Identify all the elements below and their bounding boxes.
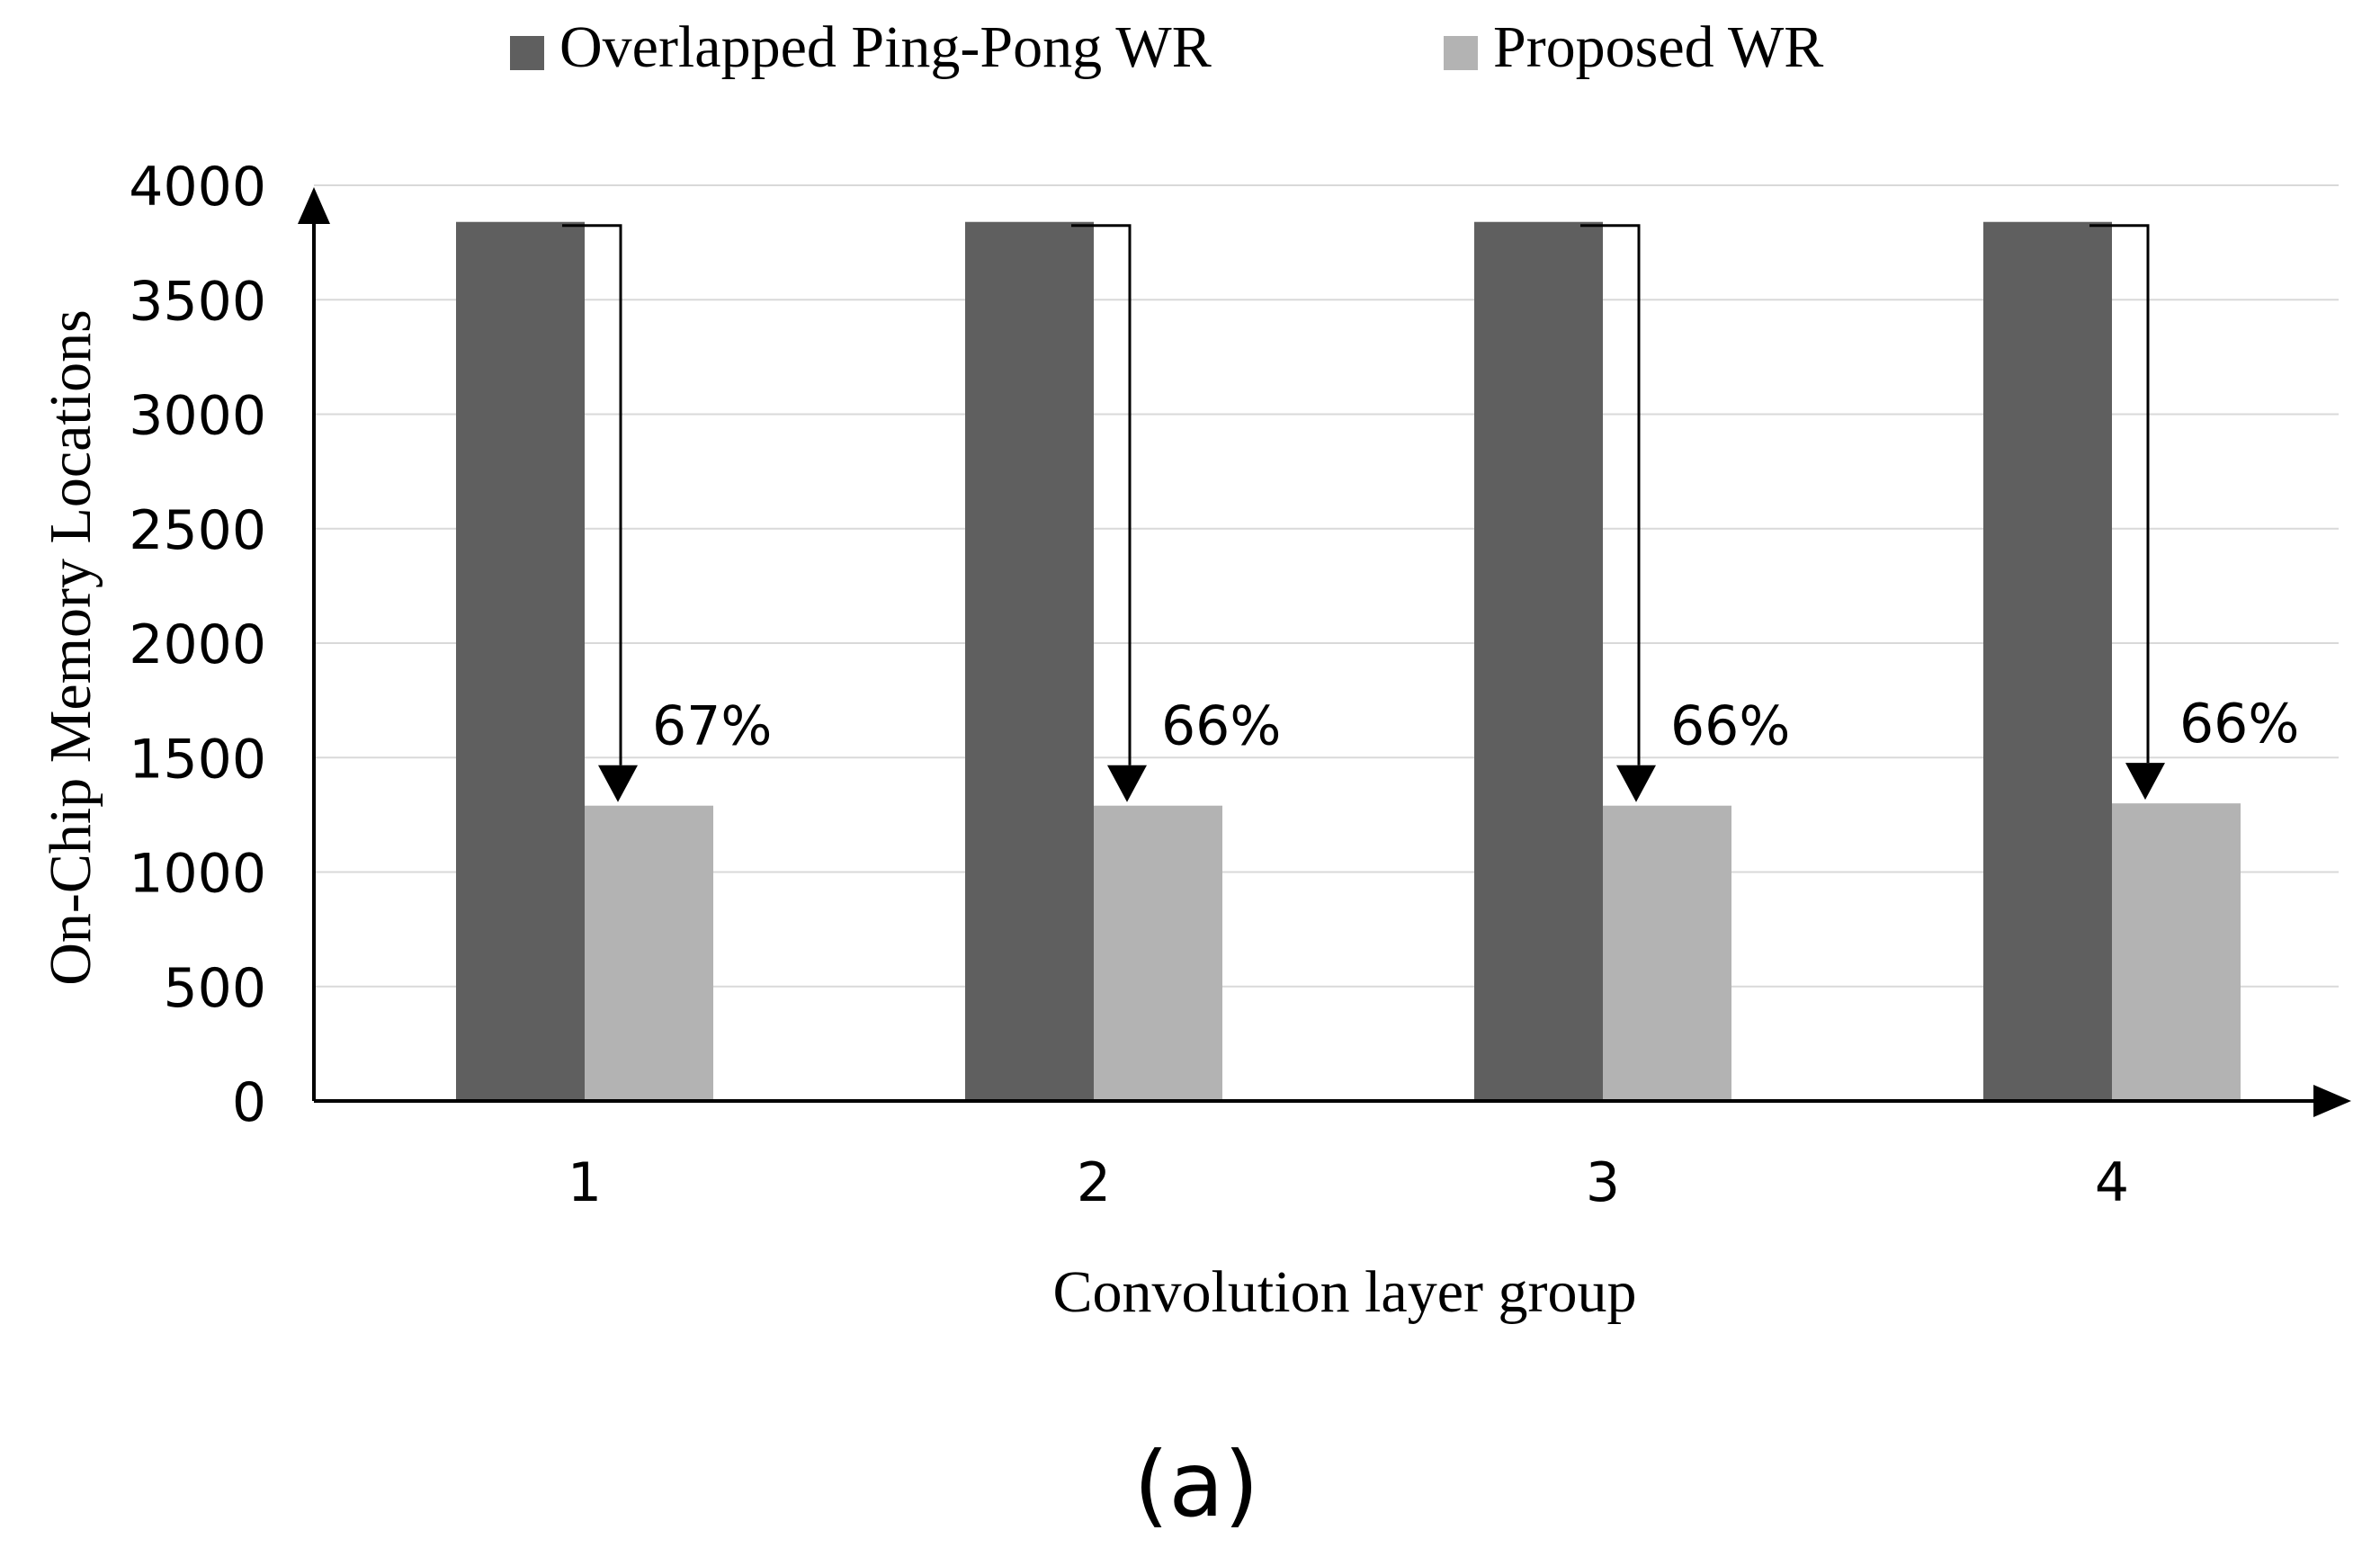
bar-series-2-group-3	[1603, 805, 1731, 1101]
x-axis-ticks: 1 2 3 4	[568, 1151, 2129, 1214]
legend-label-series-1: Overlapped Ping-Pong WR	[559, 14, 1212, 80]
legend-swatch-series-2	[1444, 36, 1478, 70]
y-tick-label: 3500	[129, 270, 266, 333]
legend-label-series-2: Proposed WR	[1493, 14, 1823, 80]
bars	[456, 221, 2241, 1102]
figure-caption: (a)	[1133, 1432, 1258, 1537]
x-tick-label: 2	[1077, 1151, 1111, 1214]
y-tick-label: 1500	[129, 728, 266, 791]
x-axis-arrow	[2313, 1085, 2351, 1117]
reduction-arrow-line	[1071, 224, 1132, 765]
percent-annotation: 66%	[1161, 695, 1281, 758]
y-axis-arrow	[298, 187, 330, 224]
legend-swatch-series-1	[510, 36, 544, 70]
axes	[298, 187, 2351, 1117]
reduction-arrow-head	[2125, 763, 2165, 801]
y-tick-label: 0	[232, 1071, 266, 1134]
y-tick-label: 2000	[129, 613, 266, 676]
percent-annotations: 67% 66% 66% 66%	[652, 693, 2299, 758]
x-tick-label: 3	[1586, 1151, 1620, 1214]
y-tick-label: 3000	[129, 385, 266, 448]
x-tick-label: 1	[568, 1151, 602, 1214]
reduction-arrow-head	[1616, 765, 1656, 802]
bar-series-2-group-1	[585, 805, 713, 1101]
bar-series-1-group-1	[456, 221, 585, 1102]
y-tick-label: 1000	[129, 843, 266, 906]
y-tick-label: 500	[163, 957, 266, 1020]
percent-annotation: 66%	[2179, 693, 2299, 756]
y-axis-title: On-Chip Memory Locations	[38, 309, 103, 986]
reduction-arrow-line	[2089, 224, 2150, 764]
bar-series-1-group-2	[965, 221, 1094, 1102]
x-tick-label: 4	[2095, 1151, 2129, 1214]
reduction-arrows	[562, 224, 2165, 802]
legend: Overlapped Ping-Pong WR Proposed WR	[510, 14, 1823, 80]
percent-annotation: 66%	[1670, 695, 1790, 758]
y-tick-label: 2500	[129, 499, 266, 562]
bar-series-2-group-2	[1094, 805, 1222, 1101]
bar-series-2-group-4	[2112, 803, 2241, 1101]
y-tick-label: 4000	[129, 156, 266, 219]
reduction-arrow-line	[1580, 224, 1641, 765]
percent-annotation: 67%	[652, 695, 772, 758]
reduction-arrow-head	[1107, 765, 1147, 802]
bar-series-1-group-3	[1474, 221, 1603, 1102]
reduction-arrow-line	[562, 224, 622, 765]
reduction-arrow-head	[598, 765, 638, 802]
bar-series-1-group-4	[1983, 221, 2112, 1102]
x-axis-title: Convolution layer group	[1053, 1259, 1637, 1325]
y-axis-ticks: 0 500 1000 1500 2000 2500 3000 3500 4000	[129, 156, 266, 1134]
